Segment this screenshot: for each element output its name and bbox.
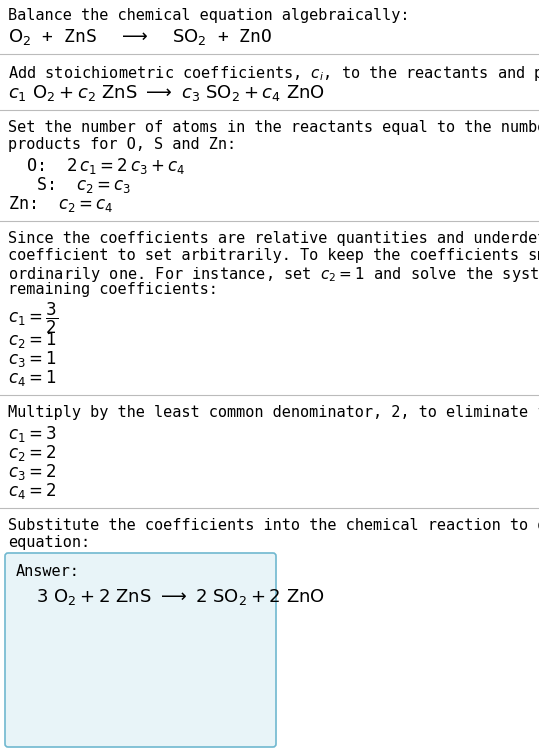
Text: Since the coefficients are relative quantities and underdetermined, choose a: Since the coefficients are relative quan… [8, 231, 539, 246]
Text: Set the number of atoms in the reactants equal to the number of atoms in the: Set the number of atoms in the reactants… [8, 120, 539, 135]
Text: $c_2 = 2$: $c_2 = 2$ [8, 443, 57, 463]
Text: $c_3 = 2$: $c_3 = 2$ [8, 462, 57, 482]
Text: Add stoichiometric coefficients, $c_i$, to the reactants and products:: Add stoichiometric coefficients, $c_i$, … [8, 64, 539, 83]
Text: equation:: equation: [8, 535, 90, 550]
Text: Balance the chemical equation algebraically:: Balance the chemical equation algebraica… [8, 8, 410, 23]
Text: $\mathrm{O_2}$ + ZnS  $\longrightarrow$  $\mathrm{SO_2}$ + ZnO: $\mathrm{O_2}$ + ZnS $\longrightarrow$ $… [8, 27, 272, 47]
Text: $c_1 = 3$: $c_1 = 3$ [8, 424, 57, 444]
Text: $c_4 = 1$: $c_4 = 1$ [8, 368, 57, 388]
Text: $c_3 = 1$: $c_3 = 1$ [8, 349, 57, 369]
Text: $3\ \mathrm{O_2} + 2\ \mathrm{ZnS}\ \longrightarrow\ 2\ \mathrm{SO_2} + 2\ \math: $3\ \mathrm{O_2} + 2\ \mathrm{ZnS}\ \lon… [36, 587, 325, 607]
Text: $c_2 = 1$: $c_2 = 1$ [8, 330, 57, 350]
Text: remaining coefficients:: remaining coefficients: [8, 282, 218, 297]
Text: S:  $c_2 = c_3$: S: $c_2 = c_3$ [16, 175, 131, 195]
Text: ordinarily one. For instance, set $c_2 = 1$ and solve the system of equations fo: ordinarily one. For instance, set $c_2 =… [8, 265, 539, 284]
FancyBboxPatch shape [5, 553, 276, 747]
Text: $c_1\ \mathrm{O_2} + c_2\ \mathrm{ZnS}\ \longrightarrow\ c_3\ \mathrm{SO_2} + c_: $c_1\ \mathrm{O_2} + c_2\ \mathrm{ZnS}\ … [8, 83, 325, 103]
Text: O:  $2\,c_1 = 2\,c_3 + c_4$: O: $2\,c_1 = 2\,c_3 + c_4$ [16, 156, 185, 176]
Text: Zn:  $c_2 = c_4$: Zn: $c_2 = c_4$ [8, 194, 113, 214]
Text: products for O, S and Zn:: products for O, S and Zn: [8, 137, 236, 152]
Text: coefficient to set arbitrarily. To keep the coefficients small, the arbitrary va: coefficient to set arbitrarily. To keep … [8, 248, 539, 263]
Text: Multiply by the least common denominator, 2, to eliminate fractional coefficient: Multiply by the least common denominator… [8, 405, 539, 420]
Text: Substitute the coefficients into the chemical reaction to obtain the balanced: Substitute the coefficients into the che… [8, 518, 539, 533]
Text: $c_1 = \dfrac{3}{2}$: $c_1 = \dfrac{3}{2}$ [8, 301, 58, 336]
Text: $c_4 = 2$: $c_4 = 2$ [8, 481, 57, 501]
Text: Answer:: Answer: [16, 564, 80, 579]
